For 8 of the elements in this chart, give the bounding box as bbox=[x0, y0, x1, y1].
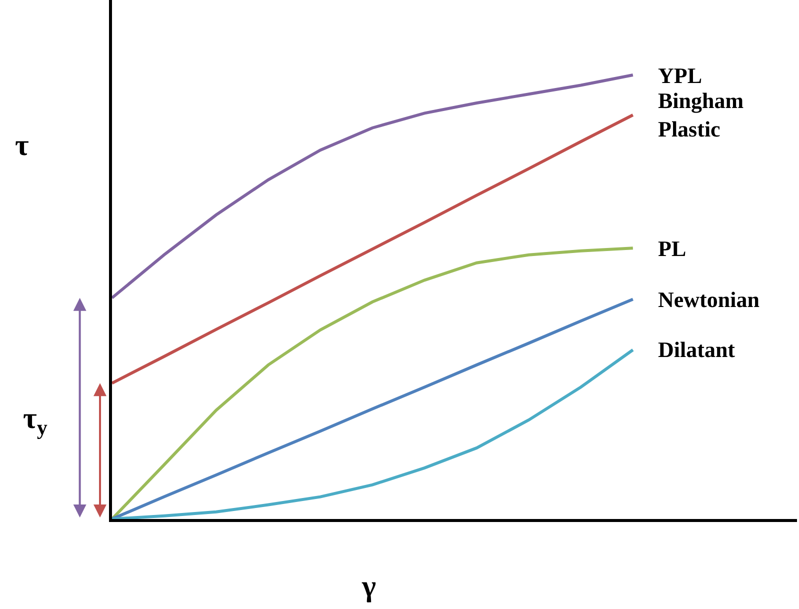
series-label: Dilatant bbox=[658, 337, 736, 362]
y-axis-title: τ bbox=[15, 129, 29, 162]
series-label: Newtonian bbox=[658, 287, 760, 312]
x-axis-title: γ bbox=[361, 570, 376, 603]
series-label: Bingham Plastic bbox=[658, 88, 744, 142]
series-label: PL bbox=[658, 236, 686, 261]
series-label: YPL bbox=[658, 63, 702, 88]
text: τ$_{y}$ bbox=[23, 402, 48, 440]
